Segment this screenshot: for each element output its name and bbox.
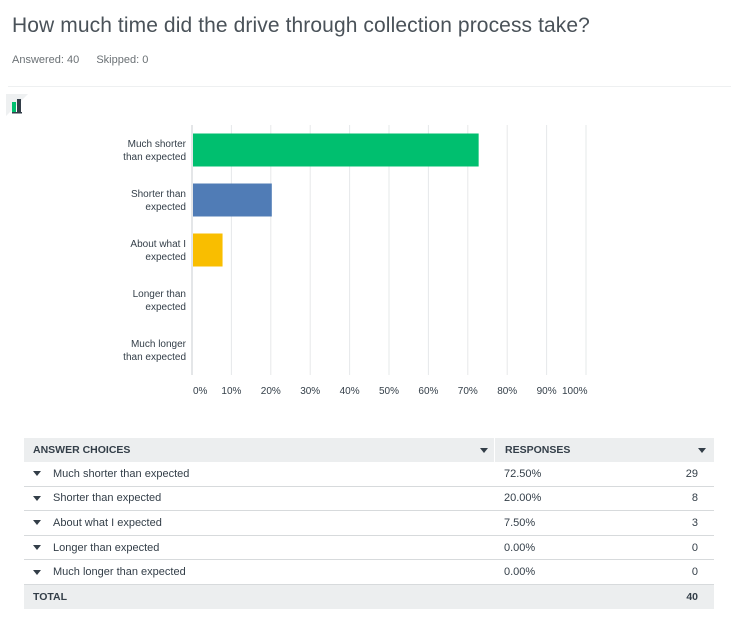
- answer-choice-cell: About what I expected: [24, 517, 494, 529]
- response-percent: 72.50%: [504, 467, 542, 480]
- table-row: Much longer than expected 0.00% 0: [24, 560, 714, 585]
- expand-arrow-icon[interactable]: [33, 569, 41, 575]
- question-title: How much time did the drive through coll…: [12, 14, 590, 37]
- divider: [8, 86, 731, 87]
- x-tick-label: 30%: [300, 386, 320, 397]
- answer-choice-label: Much shorter than expected: [53, 467, 190, 480]
- answer-choice-cell: Much shorter than expected: [24, 468, 494, 480]
- response-percent: 7.50%: [504, 516, 536, 529]
- x-tick-label: 100%: [562, 386, 588, 397]
- sort-arrow-icon[interactable]: [698, 447, 706, 453]
- responses-table: ANSWER CHOICES RESPONSES Much shorter th…: [24, 438, 714, 609]
- total-value: 40: [686, 590, 698, 603]
- response-stats: Answered: 40 Skipped: 0: [12, 54, 162, 66]
- category-label: Shorter than expected: [131, 189, 186, 213]
- table-row: Longer than expected 0.00% 0: [24, 536, 714, 561]
- answer-choice-cell: Longer than expected: [24, 542, 494, 554]
- table-row: Much shorter than expected 72.50% 29: [24, 462, 714, 487]
- x-tick-label: 80%: [497, 386, 517, 397]
- x-tick-label: 0%: [193, 386, 208, 397]
- x-tick-label: 50%: [379, 386, 399, 397]
- total-label: TOTAL: [33, 590, 68, 603]
- header-responses-label: RESPONSES: [505, 444, 571, 456]
- skipped-count: Skipped: 0: [96, 54, 149, 66]
- category-label: Much longer than expected: [123, 339, 186, 363]
- answered-count: Answered: 40: [12, 54, 80, 66]
- expand-arrow-icon[interactable]: [33, 495, 41, 501]
- table-body: Much shorter than expected 72.50% 29 Shorte…: [24, 462, 714, 585]
- x-tick-label: 10%: [221, 386, 241, 397]
- x-tick-label: 70%: [458, 386, 478, 397]
- sort-arrow-icon[interactable]: [480, 447, 488, 453]
- x-tick-label: 90%: [537, 386, 557, 397]
- answer-choice-label: Shorter than expected: [53, 492, 162, 505]
- response-percent: 20.00%: [504, 492, 542, 505]
- answer-choice-label: Much longer than expected: [53, 566, 186, 579]
- answer-choice-cell: Shorter than expected: [24, 492, 494, 504]
- table-row: Shorter than expected 20.00% 8: [24, 487, 714, 512]
- header-responses[interactable]: RESPONSES: [494, 438, 714, 462]
- expand-arrow-icon[interactable]: [33, 520, 41, 526]
- x-tick-label: 20%: [261, 386, 281, 397]
- response-count: 8: [691, 492, 698, 505]
- response-count: 0: [691, 541, 698, 554]
- bar[interactable]: [193, 183, 272, 217]
- category-label: Longer than expected: [133, 289, 186, 313]
- expand-arrow-icon[interactable]: [33, 471, 41, 477]
- answer-choice-cell: Much longer than expected: [24, 566, 494, 578]
- header-answer-choices-label: ANSWER CHOICES: [33, 444, 131, 456]
- bar[interactable]: [193, 233, 223, 267]
- response-count: 3: [691, 516, 698, 529]
- header-answer-choices[interactable]: ANSWER CHOICES: [24, 444, 494, 456]
- response-percent: 0.00%: [504, 541, 536, 554]
- bar[interactable]: [193, 133, 479, 167]
- bar-chart-icon[interactable]: [6, 94, 28, 118]
- response-count: 29: [685, 467, 698, 480]
- total-row: TOTAL 40: [24, 584, 714, 609]
- response-count: 0: [691, 566, 698, 579]
- table-row: About what I expected 7.50% 3: [24, 511, 714, 536]
- response-percent: 0.00%: [504, 566, 536, 579]
- answer-choice-label: About what I expected: [53, 516, 162, 529]
- answer-choice-label: Longer than expected: [53, 541, 160, 554]
- category-label: Much shorter than expected: [123, 139, 186, 163]
- x-tick-label: 60%: [418, 386, 438, 397]
- table-header: ANSWER CHOICES RESPONSES: [24, 438, 714, 462]
- expand-arrow-icon[interactable]: [33, 545, 41, 551]
- x-tick-label: 40%: [340, 386, 360, 397]
- bar-chart: Much shorter than expected Shorter than exp…: [123, 125, 588, 397]
